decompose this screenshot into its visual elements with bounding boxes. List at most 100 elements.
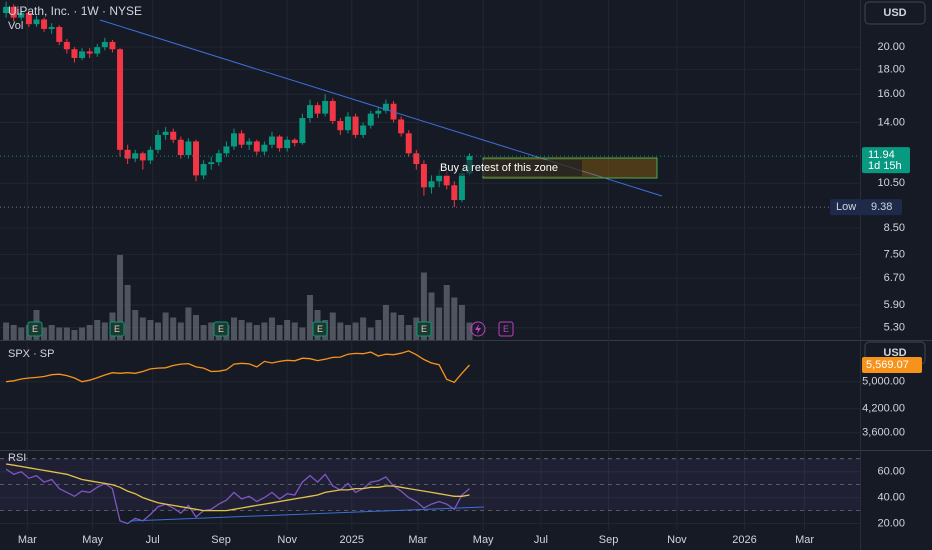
candle-body: [443, 175, 450, 186]
volume-bar: [185, 307, 192, 340]
candle-body: [33, 19, 40, 25]
volume-bar: [155, 322, 162, 340]
volume-bar: [117, 255, 124, 340]
candle-body: [18, 13, 25, 18]
series-line: [6, 350, 470, 384]
currency[interactable]: USD: [883, 7, 906, 19]
y-tick-label: 5.90: [884, 299, 905, 311]
volume-bar: [124, 285, 131, 340]
x-tick-label: Jul: [146, 534, 160, 546]
x-tick-label: Nov: [667, 534, 687, 546]
candle-body: [375, 110, 382, 114]
candle-body: [451, 185, 458, 201]
x-tick-label: Mar: [18, 534, 37, 546]
volume-bar: [79, 327, 86, 340]
volume-bar: [230, 317, 237, 340]
volume-bar: [208, 322, 215, 340]
earnings-label: E: [32, 324, 38, 334]
volume-bar: [139, 317, 146, 340]
candle-body: [306, 105, 313, 119]
earnings-label: E: [503, 324, 509, 334]
volume-bar: [466, 322, 473, 340]
candle-body: [86, 51, 93, 54]
y-tick-label: 20.00: [877, 41, 905, 53]
countdown: 1d 15h: [868, 160, 902, 172]
x-tick-label: Mar: [795, 534, 814, 546]
candle-body: [139, 153, 146, 161]
candle-body: [215, 153, 222, 163]
candle-body: [71, 49, 78, 58]
candle-body: [436, 175, 443, 182]
y-tick-label: 5.30: [884, 322, 905, 334]
volume-bar: [3, 322, 10, 340]
low-name-box: [830, 199, 862, 216]
candle-body: [284, 139, 291, 149]
y-tick-label: 60.00: [877, 466, 905, 478]
volume-bar: [147, 320, 154, 340]
volume-bar: [132, 310, 139, 340]
volume-bar: [367, 327, 374, 340]
y-tick-label: 4,200.00: [862, 403, 905, 415]
candle-body: [94, 47, 101, 54]
candle-body: [170, 131, 177, 140]
candle-body: [230, 133, 237, 147]
candle-body: [291, 139, 298, 144]
volume-bar: [63, 327, 70, 340]
volume-bar: [291, 322, 298, 340]
dividend-icon[interactable]: [470, 321, 486, 337]
last-value: 5,569.07: [866, 359, 909, 371]
candle-body: [246, 141, 253, 145]
x-tick-label: 2025: [340, 534, 364, 546]
y-tick-label: 20.00: [877, 517, 905, 529]
candle-body: [413, 153, 420, 165]
candle-body: [261, 144, 268, 152]
volume-bar: [56, 327, 63, 340]
candle-body: [132, 153, 139, 159]
volume-bar: [390, 312, 397, 340]
grid: [0, 0, 860, 530]
volume-bar: [10, 325, 17, 340]
candle-body: [101, 41, 108, 48]
volume-bar: [458, 305, 465, 340]
rsi-trend-line: [129, 506, 485, 522]
volume-bar: [94, 320, 101, 340]
candle-body: [382, 103, 389, 111]
candle-body: [185, 141, 192, 156]
x-tick-label: Mar: [408, 534, 427, 546]
x-tick-label: Jul: [534, 534, 548, 546]
annotation: Buy a retest of this zone: [440, 162, 558, 174]
currency-button[interactable]: [864, 1, 926, 25]
candle-body: [253, 141, 260, 152]
volume-bar: [193, 315, 200, 340]
volume-bar: [200, 325, 207, 340]
volume-bar: [18, 327, 25, 340]
volume-bar: [246, 322, 253, 340]
volume-bar: [101, 322, 108, 340]
earnings-marker: [109, 321, 125, 337]
candle-body: [329, 100, 336, 121]
volume-bar: [41, 327, 48, 340]
earnings-label: E: [114, 324, 120, 334]
volume-bar: [413, 317, 420, 340]
y-tick-label: 8.50: [884, 222, 905, 234]
volume-bar: [48, 325, 55, 340]
candle-body: [162, 131, 169, 135]
x-tick-label: Sep: [599, 534, 619, 546]
candle-body: [428, 181, 435, 188]
volume-label: Vol: [8, 20, 23, 32]
candle-body: [56, 27, 63, 42]
candle-body: [360, 125, 367, 135]
volume-bar: [398, 315, 405, 340]
x-tick-label: Sep: [211, 534, 231, 546]
currency[interactable]: USD: [883, 347, 906, 359]
last-price: 11.94: [868, 149, 895, 161]
candle-body: [405, 133, 412, 154]
volume-bar: [162, 312, 169, 340]
volume-bar: [420, 272, 427, 340]
series-line: [5, 468, 470, 525]
earnings-marker: [27, 321, 43, 337]
